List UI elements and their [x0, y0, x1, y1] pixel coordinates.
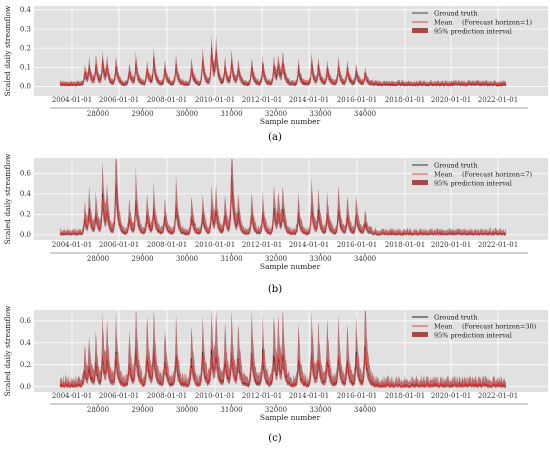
- sample-tick-label: 32000: [265, 406, 287, 414]
- sample-tick-label: 34000: [354, 110, 376, 118]
- legend-label-mean: Mean: [434, 170, 453, 178]
- date-tick-label: 2018-01-01: [385, 392, 425, 400]
- sample-tick-label: 31000: [220, 406, 242, 414]
- y-tick-label: 0.3: [20, 25, 31, 33]
- date-tick-label: 2014-01-01: [289, 241, 329, 249]
- y-tick-label: 0.2: [20, 361, 31, 369]
- legend-swatch-interval: [412, 28, 428, 33]
- x-axis-label: Sample number: [260, 117, 321, 126]
- date-tick-label: 2016-01-01: [337, 392, 377, 400]
- series-prediction-interval: [60, 159, 506, 236]
- y-tick-label: 0.0: [20, 231, 31, 239]
- y-tick-label: 0.0: [20, 383, 31, 391]
- y-tick-label: 0.4: [20, 6, 32, 14]
- date-tick-label: 2020-01-01: [431, 96, 471, 104]
- date-tick-label: 2022-01-01: [478, 241, 518, 249]
- date-tick-label: 2012-01-01: [242, 96, 282, 104]
- date-tick-label: 2016-01-01: [337, 96, 377, 104]
- y-tick-label: 0.4: [20, 339, 32, 347]
- legend-label-interval: 95% prediction interval: [434, 331, 512, 339]
- y-tick-label: 0.6: [20, 317, 32, 325]
- legend-label-mean: Mean: [434, 18, 453, 26]
- date-tick-label: 2014-01-01: [289, 392, 329, 400]
- sample-tick-label: 33000: [309, 406, 331, 414]
- y-tick-label: 0.2: [20, 44, 31, 52]
- chart-panel-3: 0.0 0.2 0.4 0.6 Scaled daily streamflow 2004-…: [3, 305, 548, 444]
- y-axis-label: Scaled daily streamflow: [3, 5, 12, 97]
- legend-label-ground-truth: Ground truth: [434, 161, 478, 169]
- sample-tick-label: 28000: [87, 255, 109, 263]
- legend-label-mean: Mean: [434, 322, 453, 330]
- legend-label-horizon: (Forecast horizon=7): [462, 170, 532, 178]
- legend-label-horizon: (Forecast horizon=1): [462, 18, 532, 26]
- sample-tick-label: 32000: [265, 110, 287, 118]
- date-tick-label: 2022-01-01: [478, 392, 518, 400]
- panel-caption: (c): [268, 433, 282, 444]
- date-tick-label: 2006-01-01: [99, 241, 139, 249]
- sample-tick-label: 30000: [176, 110, 198, 118]
- legend-label-horizon: (Forecast horizon=30): [462, 322, 537, 330]
- x-axis-label: Sample number: [260, 262, 321, 271]
- legend-label-ground-truth: Ground truth: [434, 313, 478, 321]
- y-tick-label: 0.1: [20, 64, 31, 72]
- series-prediction-interval: [60, 34, 506, 87]
- chart-panel-2: 0.0 0.2 0.4 0.6 Scaled daily streamflow 2004-…: [3, 153, 548, 295]
- sample-tick-label: 30000: [176, 255, 198, 263]
- y-axis-label: Scaled daily streamflow: [3, 305, 12, 397]
- date-tick-label: 2012-01-01: [242, 241, 282, 249]
- date-tick-label: 2008-01-01: [147, 96, 187, 104]
- date-tick-label: 2004-01-01: [52, 96, 92, 104]
- x-axis-label: Sample number: [260, 413, 321, 422]
- series-mean: [59, 176, 507, 237]
- legend-swatch-interval: [412, 180, 428, 185]
- sample-tick-label: 33000: [309, 255, 331, 263]
- date-tick-label: 2012-01-01: [242, 392, 282, 400]
- y-tick-label: 0.0: [20, 83, 31, 91]
- sample-tick-label: 29000: [131, 110, 153, 118]
- sample-tick-label: 28000: [87, 110, 109, 118]
- chart-panel-1: 0.0 0.1 0.2 0.3 0.4 Scaled daily streamflow 20…: [3, 5, 548, 143]
- y-tick-label: 0.4: [20, 190, 32, 198]
- date-tick-label: 2008-01-01: [147, 241, 187, 249]
- y-tick-label: 0.2: [20, 211, 31, 219]
- legend-label-ground-truth: Ground truth: [434, 9, 478, 17]
- series-prediction-interval: [60, 311, 506, 389]
- y-axis-label: Scaled daily streamflow: [3, 153, 12, 245]
- y-tick-label: 0.6: [20, 170, 32, 178]
- sample-tick-label: 29000: [131, 255, 153, 263]
- sample-tick-label: 31000: [220, 255, 242, 263]
- date-tick-label: 2010-01-01: [195, 96, 235, 104]
- legend-label-interval: 95% prediction interval: [434, 27, 512, 35]
- panel-caption: (a): [268, 132, 282, 143]
- sample-tick-label: 28000: [87, 406, 109, 414]
- date-tick-label: 2004-01-01: [52, 392, 92, 400]
- sample-tick-label: 29000: [131, 406, 153, 414]
- date-tick-label: 2022-01-01: [478, 96, 518, 104]
- date-tick-label: 2020-01-01: [431, 392, 471, 400]
- date-tick-label: 2014-01-01: [289, 96, 329, 104]
- legend-label-interval: 95% prediction interval: [434, 179, 512, 187]
- panel-caption: (b): [268, 284, 282, 295]
- date-tick-label: 2010-01-01: [195, 241, 235, 249]
- date-tick-label: 2006-01-01: [99, 96, 139, 104]
- sample-tick-label: 34000: [354, 406, 376, 414]
- date-tick-label: 2010-01-01: [195, 392, 235, 400]
- date-tick-label: 2018-01-01: [385, 96, 425, 104]
- date-tick-label: 2018-01-01: [385, 241, 425, 249]
- sample-tick-label: 34000: [354, 255, 376, 263]
- date-tick-label: 2006-01-01: [99, 392, 139, 400]
- legend-swatch-interval: [412, 332, 428, 337]
- sample-tick-label: 33000: [309, 110, 331, 118]
- date-tick-label: 2008-01-01: [147, 392, 187, 400]
- series-mean: [60, 49, 507, 87]
- sample-tick-label: 32000: [265, 255, 287, 263]
- sample-tick-label: 31000: [220, 110, 242, 118]
- date-tick-label: 2004-01-01: [52, 241, 92, 249]
- series-mean: [59, 346, 506, 388]
- date-tick-label: 2020-01-01: [431, 241, 471, 249]
- date-tick-label: 2016-01-01: [337, 241, 377, 249]
- sample-tick-label: 30000: [176, 406, 198, 414]
